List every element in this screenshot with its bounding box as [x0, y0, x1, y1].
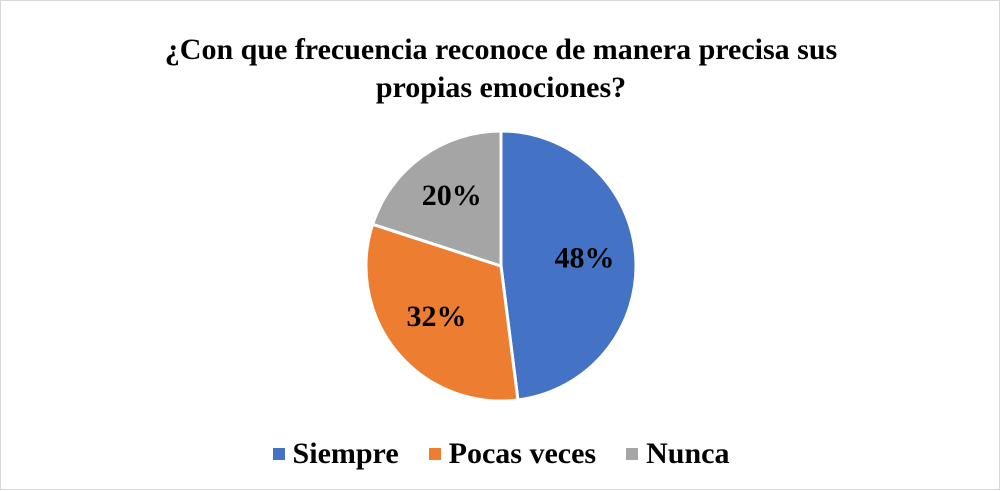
legend-swatch	[626, 448, 639, 460]
chart-title: ¿Con que frecuencia reconoce de manera p…	[164, 33, 838, 104]
legend-item: Pocas veces	[428, 437, 597, 471]
pie-slice	[499, 129, 638, 402]
legend-item: Nunca	[626, 437, 729, 471]
legend: Siempre Pocas veces Nunca	[1, 437, 1000, 471]
legend-swatch	[272, 448, 285, 460]
data-label: 20%	[422, 179, 482, 212]
legend-swatch	[428, 448, 441, 460]
legend-label: Pocas veces	[448, 437, 597, 470]
pie-slice	[370, 129, 503, 269]
legend-item: Siempre	[272, 437, 399, 471]
legend-label: Siempre	[292, 437, 399, 470]
data-label: 48%	[555, 242, 615, 275]
data-label: 32%	[407, 300, 467, 333]
legend-label: Nunca	[646, 437, 730, 470]
pie-slice	[364, 222, 520, 403]
